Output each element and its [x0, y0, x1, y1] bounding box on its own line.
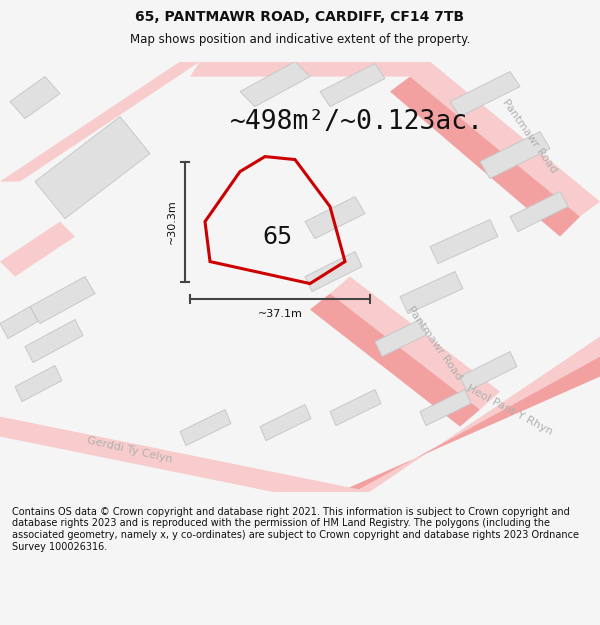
Polygon shape: [30, 276, 95, 324]
Polygon shape: [10, 76, 60, 119]
Polygon shape: [25, 319, 83, 362]
Text: 65: 65: [263, 224, 293, 249]
Polygon shape: [180, 409, 231, 446]
Polygon shape: [0, 61, 200, 181]
Text: ~498m²/~0.123ac.: ~498m²/~0.123ac.: [230, 109, 484, 134]
Polygon shape: [190, 61, 430, 76]
Polygon shape: [450, 71, 520, 116]
Polygon shape: [400, 271, 463, 314]
Polygon shape: [390, 76, 580, 236]
Polygon shape: [310, 294, 480, 426]
Text: ~37.1m: ~37.1m: [257, 309, 302, 319]
Text: Pantmawr Road: Pantmawr Road: [501, 98, 559, 176]
Text: Gerddi Ty Celyn: Gerddi Ty Celyn: [86, 435, 173, 464]
Polygon shape: [340, 356, 600, 491]
Polygon shape: [240, 61, 310, 106]
Polygon shape: [260, 404, 311, 441]
Text: Heol Pant Y Rhyn: Heol Pant Y Rhyn: [466, 382, 554, 436]
Polygon shape: [355, 336, 600, 491]
Polygon shape: [305, 196, 365, 239]
Text: Contains OS data © Crown copyright and database right 2021. This information is : Contains OS data © Crown copyright and d…: [12, 507, 579, 552]
Text: Pantmawr Road: Pantmawr Road: [406, 305, 464, 382]
Polygon shape: [330, 389, 381, 426]
Polygon shape: [410, 61, 600, 216]
Polygon shape: [320, 64, 385, 106]
Polygon shape: [0, 306, 38, 339]
Polygon shape: [35, 116, 150, 219]
Polygon shape: [460, 351, 517, 391]
Text: ~30.3m: ~30.3m: [167, 199, 177, 244]
Polygon shape: [305, 251, 362, 291]
Polygon shape: [15, 366, 62, 401]
Polygon shape: [330, 276, 500, 409]
Polygon shape: [480, 131, 550, 179]
Text: 65, PANTMAWR ROAD, CARDIFF, CF14 7TB: 65, PANTMAWR ROAD, CARDIFF, CF14 7TB: [136, 10, 464, 24]
Polygon shape: [0, 221, 75, 276]
Polygon shape: [0, 416, 370, 511]
Polygon shape: [510, 191, 568, 231]
Polygon shape: [375, 319, 427, 356]
Polygon shape: [420, 389, 471, 426]
Polygon shape: [430, 219, 498, 264]
Text: Map shows position and indicative extent of the property.: Map shows position and indicative extent…: [130, 32, 470, 46]
